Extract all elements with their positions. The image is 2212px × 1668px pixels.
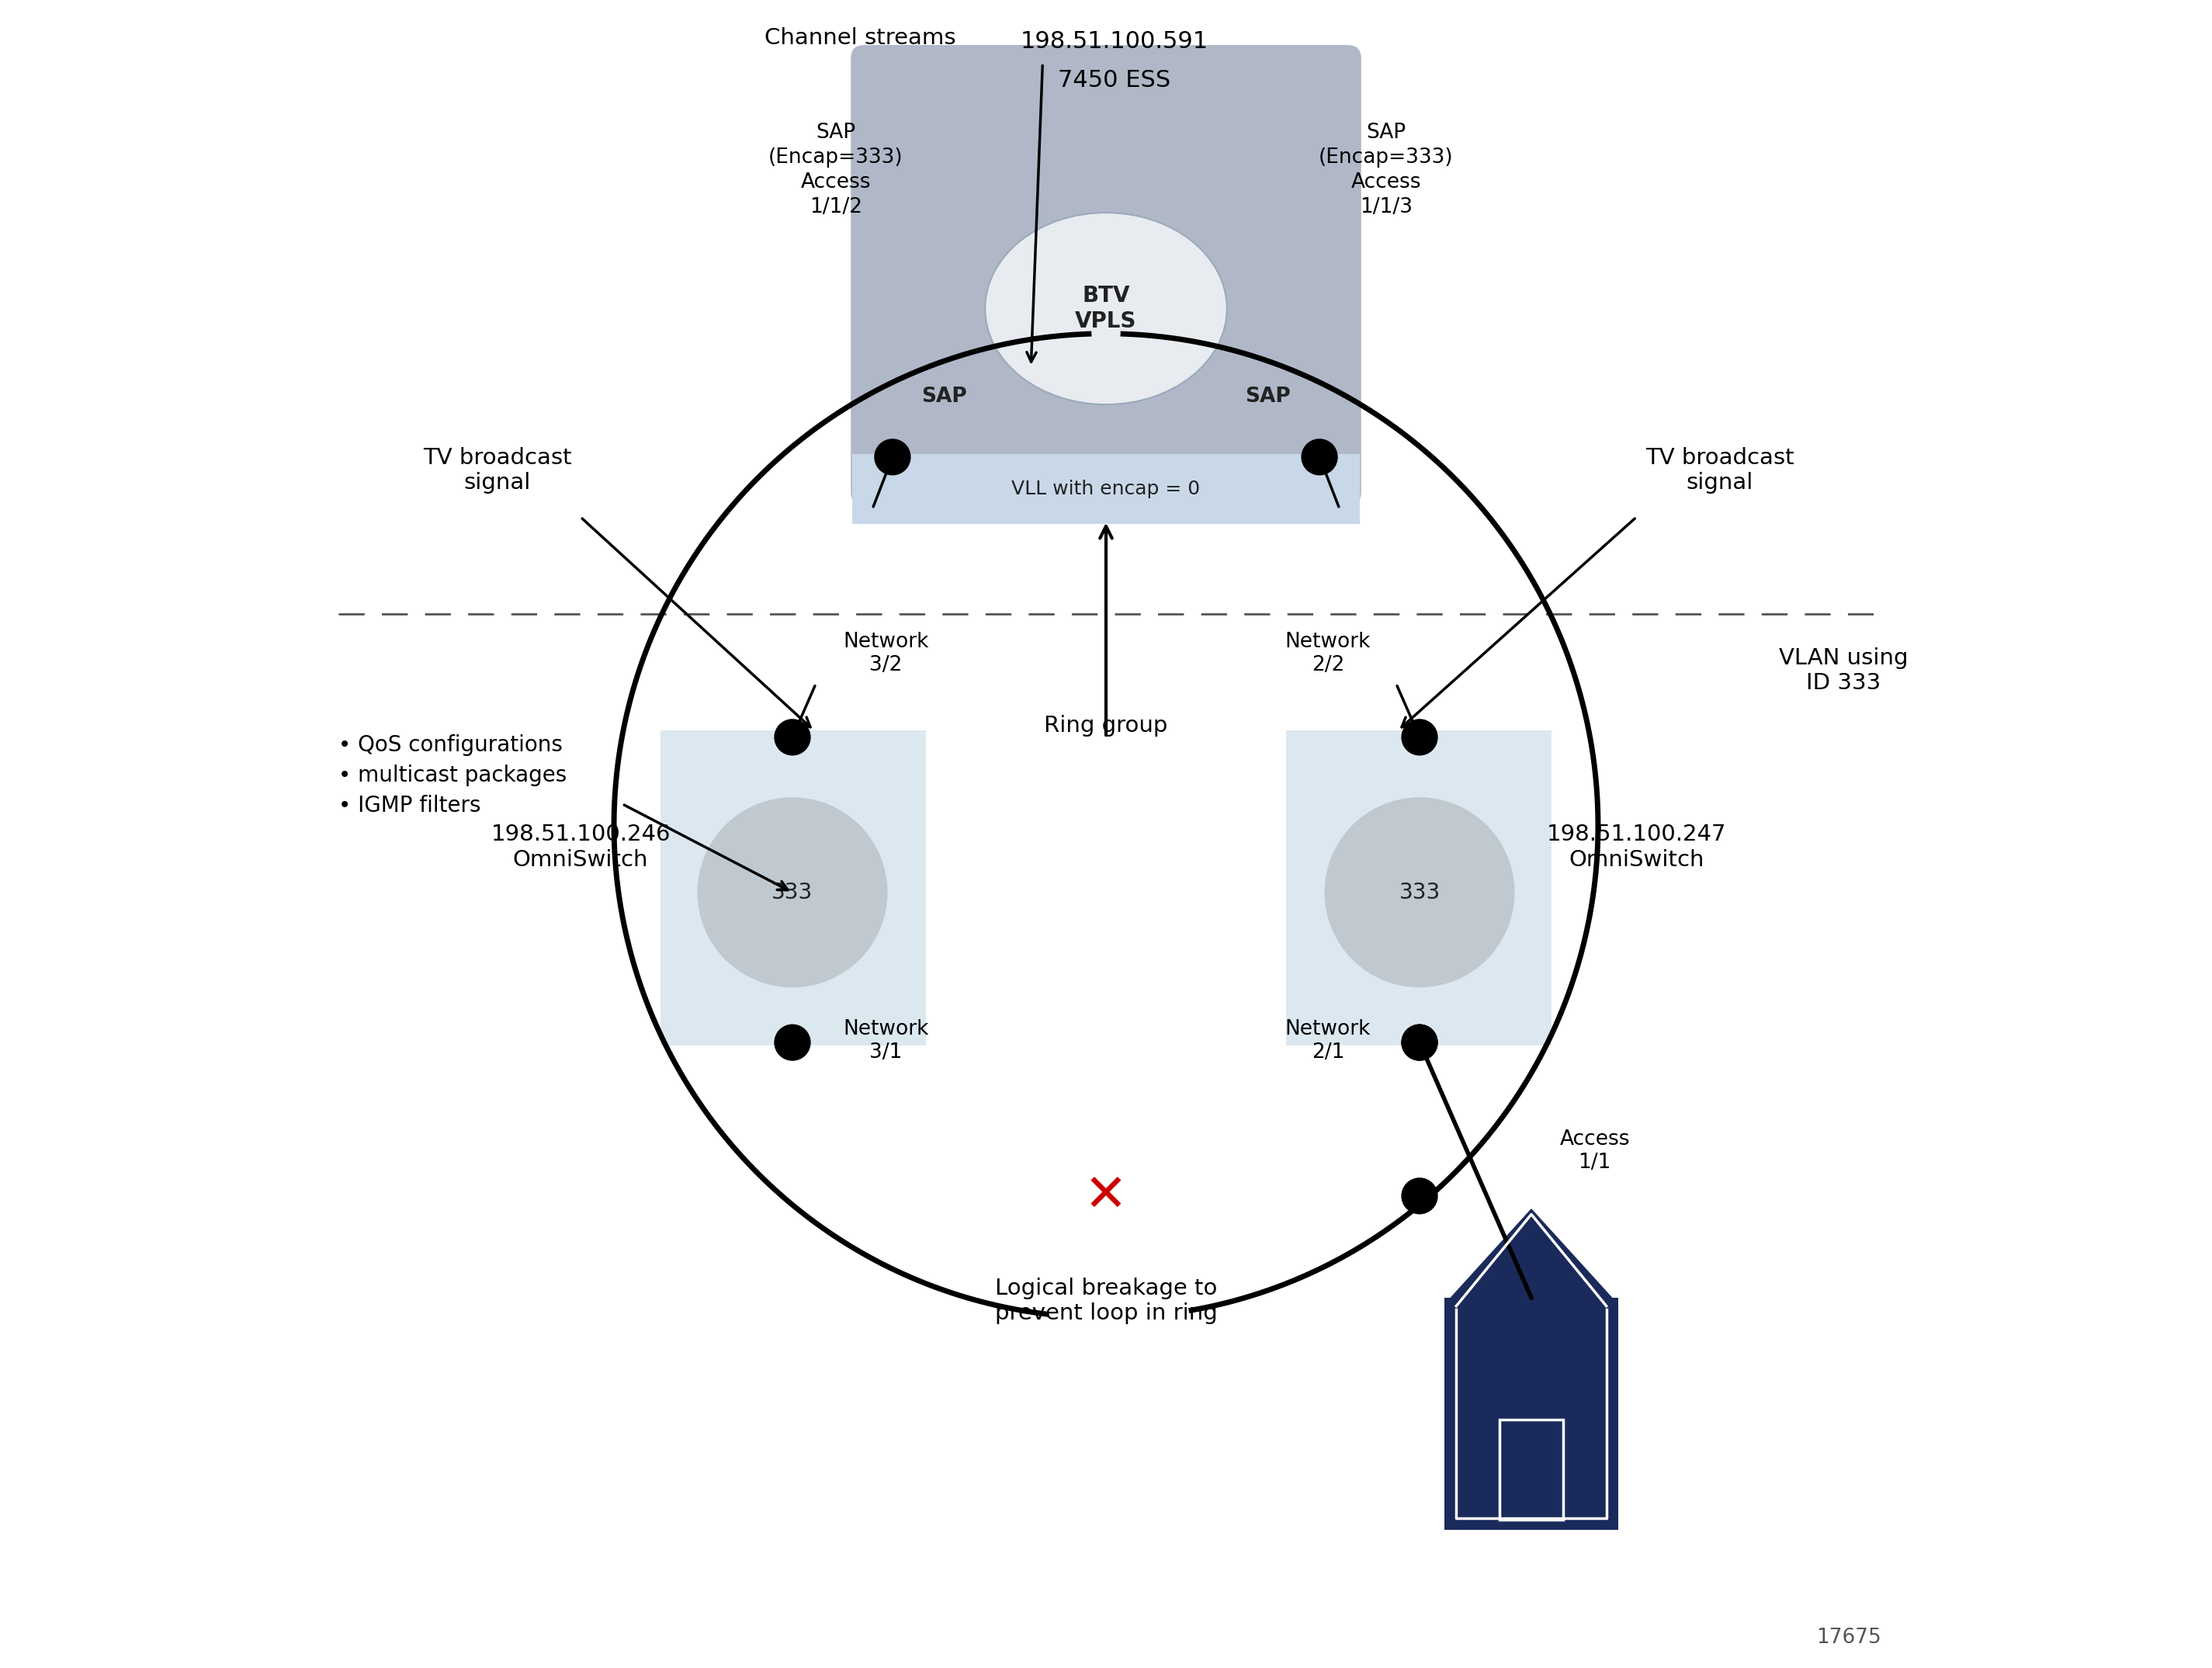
Circle shape [774,1024,812,1061]
Text: 333: 333 [772,881,814,904]
Text: Channel streams: Channel streams [765,27,956,50]
Circle shape [1400,719,1438,756]
FancyBboxPatch shape [1285,731,1551,1046]
Text: Ring group: Ring group [1044,714,1168,737]
Text: 198.51.100.591: 198.51.100.591 [1020,30,1208,53]
Text: 17675: 17675 [1816,1628,1882,1648]
Text: Access
1/1: Access 1/1 [1559,1129,1630,1173]
Text: 198.51.100.247
OmniSwitch: 198.51.100.247 OmniSwitch [1546,824,1725,871]
Polygon shape [1449,1209,1615,1301]
Text: Network
3/2: Network 3/2 [843,632,929,676]
Text: 333: 333 [1398,881,1440,904]
Circle shape [1400,1024,1438,1061]
FancyBboxPatch shape [661,731,927,1046]
Circle shape [1301,439,1338,475]
Text: Network
2/2: Network 2/2 [1285,632,1371,676]
FancyBboxPatch shape [852,45,1360,505]
Text: Network
3/1: Network 3/1 [843,1019,929,1063]
Text: TV broadcast
signal: TV broadcast signal [422,447,571,494]
Circle shape [1400,1024,1438,1061]
FancyBboxPatch shape [1444,1298,1617,1530]
Circle shape [1400,1178,1438,1214]
Text: SAP
(Encap=333)
Access
1/1/3: SAP (Encap=333) Access 1/1/3 [1318,123,1453,217]
Text: • QoS configurations
• multicast packages
• IGMP filters: • QoS configurations • multicast package… [338,734,566,817]
Text: SAP: SAP [922,387,967,407]
Text: SAP
(Encap=333)
Access
1/1/2: SAP (Encap=333) Access 1/1/2 [768,123,902,217]
Text: SAP: SAP [1245,387,1290,407]
Text: ✕: ✕ [1084,1171,1128,1221]
Circle shape [874,439,911,475]
Circle shape [774,719,812,756]
Text: 198.51.100.246
OmniSwitch: 198.51.100.246 OmniSwitch [491,824,670,871]
Text: BTV
VPLS: BTV VPLS [1075,285,1137,332]
Text: VLAN using
ID 333: VLAN using ID 333 [1778,647,1907,694]
Circle shape [1325,797,1515,987]
Text: VLL with encap = 0: VLL with encap = 0 [1011,479,1201,499]
FancyBboxPatch shape [852,454,1360,524]
Text: 7450 ESS: 7450 ESS [1057,68,1170,92]
Text: Network
2/1: Network 2/1 [1285,1019,1371,1063]
Text: TV broadcast
signal: TV broadcast signal [1646,447,1794,494]
Circle shape [697,797,887,987]
Text: Logical breakage to
prevent loop in ring: Logical breakage to prevent loop in ring [995,1278,1217,1324]
Ellipse shape [984,214,1228,405]
